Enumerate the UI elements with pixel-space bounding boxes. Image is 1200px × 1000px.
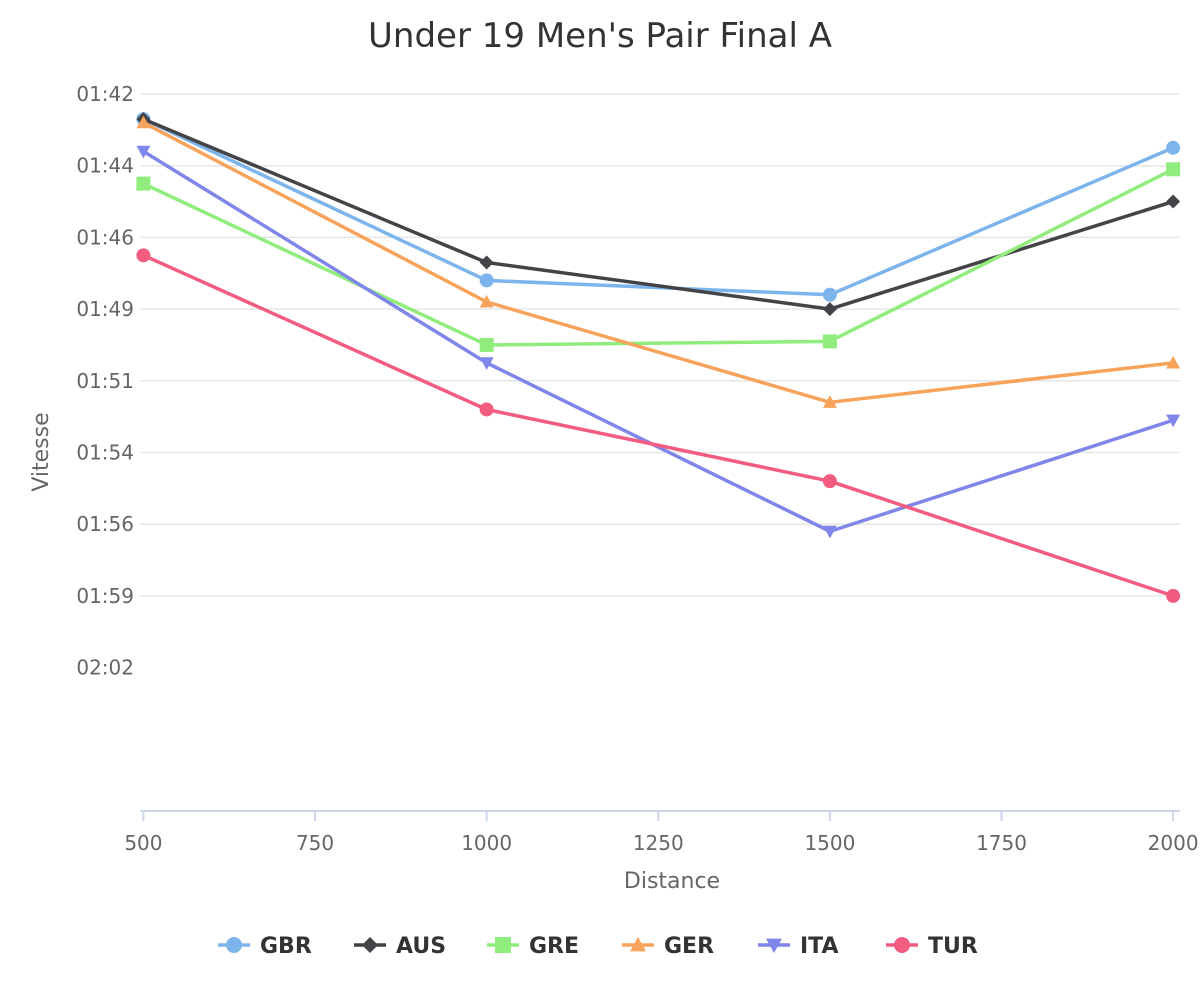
y-tick-label: 01:49 (76, 297, 134, 321)
data-point-tur (1166, 588, 1181, 603)
legend-item-tur: TUR (886, 934, 978, 959)
y-tick-label: 01:56 (76, 512, 134, 536)
chart-title: Under 19 Men's Pair Final A (368, 16, 832, 56)
series-line-tur (141, 253, 1175, 598)
series-ita (136, 145, 1181, 539)
data-point-gre (822, 334, 837, 349)
series-gbr (136, 112, 1181, 302)
data-point-ger (136, 115, 151, 129)
legend-marker-gre (495, 937, 511, 953)
x-tick-label: 2000 (1148, 831, 1199, 855)
legend-marker-tur (894, 937, 910, 953)
series-tur (136, 248, 1181, 603)
legend-label-tur: TUR (928, 934, 978, 959)
data-point-ita (822, 525, 837, 539)
y-tick-label: 01:59 (76, 584, 134, 608)
data-point-ger (479, 294, 494, 308)
data-point-ger (1166, 355, 1181, 369)
y-tick-label: 01:42 (76, 82, 134, 106)
legend-label-aus: AUS (396, 934, 446, 959)
legend-label-ita: ITA (800, 934, 839, 959)
data-point-ita (1166, 414, 1181, 428)
legend-item-aus: AUS (354, 934, 446, 959)
legend-item-gre: GRE (487, 934, 579, 959)
data-point-tur (136, 248, 151, 263)
x-tick-label: 1750 (976, 831, 1027, 855)
data-point-gbr (1166, 140, 1181, 155)
series-ger (136, 115, 1181, 408)
legend-label-gre: GRE (529, 934, 579, 959)
data-point-gre (479, 337, 494, 352)
y-axis-title: Vitesse (29, 412, 54, 491)
data-point-gbr (822, 287, 837, 302)
legend-marker-ger (630, 937, 646, 952)
x-tick-label: 1500 (804, 831, 855, 855)
series-line-gbr (141, 117, 1175, 297)
x-axis-ticks: 500 750 1000 1250 1500 1750 2000 (124, 811, 1199, 855)
legend-marker-aus (362, 937, 378, 953)
y-tick-label: 01:46 (76, 225, 134, 249)
data-point-ita (136, 145, 151, 159)
series-line-ita (141, 149, 1175, 534)
data-point-gre (1166, 162, 1181, 177)
data-point-gre (136, 176, 151, 191)
data-point-tur (479, 402, 494, 417)
legend: GBR AUS GRE GER ITA TUR (218, 934, 978, 959)
legend-item-ita: ITA (758, 934, 839, 959)
y-axis-ticks: 01:42 01:44 01:46 01:49 01:51 01:54 01:56 01:59… (76, 82, 134, 680)
y-tick-label: 01:44 (76, 154, 134, 178)
data-point-gbr (479, 273, 494, 288)
y-tick-label: 01:54 (76, 441, 134, 465)
legend-item-ger: GER (622, 934, 714, 959)
legend-item-gbr: GBR (218, 934, 312, 959)
legend-marker-gbr (226, 937, 242, 953)
legend-label-ger: GER (664, 934, 714, 959)
legend-marker-ita (766, 938, 782, 953)
series-gre (136, 162, 1181, 352)
data-point-tur (822, 474, 837, 489)
data-point-aus (822, 302, 837, 317)
x-tick-label: 1250 (633, 831, 684, 855)
legend-label-gbr: GBR (260, 934, 312, 959)
data-point-ger (822, 395, 837, 408)
series-line-ger (141, 120, 1175, 405)
x-axis-title: Distance (624, 869, 720, 894)
y-tick-label: 01:51 (76, 369, 134, 393)
grid-lines (140, 93, 1180, 597)
series-aus (136, 112, 1181, 317)
series-group (136, 112, 1181, 603)
y-tick-label: 02:02 (76, 656, 134, 680)
data-point-aus (1166, 194, 1181, 209)
series-line-gre (141, 167, 1175, 347)
data-point-aus (479, 255, 494, 270)
x-tick-label: 750 (296, 831, 334, 855)
data-point-ita (479, 357, 494, 370)
x-tick-label: 1000 (461, 831, 512, 855)
x-tick-label: 500 (124, 831, 162, 855)
